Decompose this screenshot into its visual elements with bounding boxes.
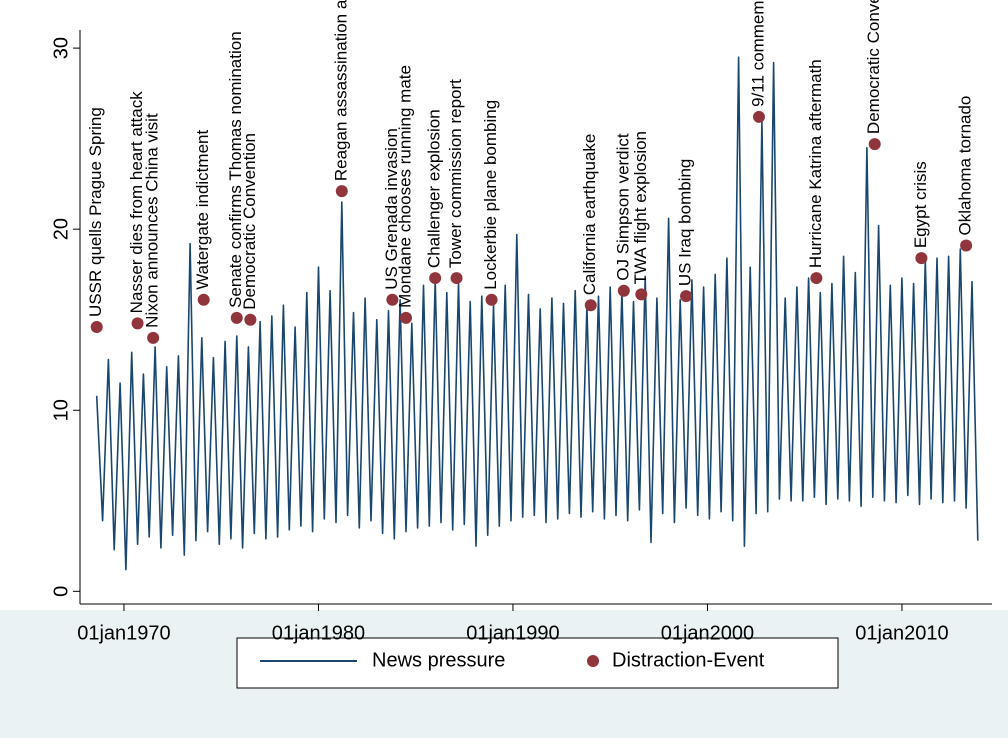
event-label: Senate confirms Thomas nomination	[226, 31, 245, 308]
event-dot	[485, 293, 498, 306]
event-dot	[617, 284, 630, 297]
event-dot	[915, 252, 928, 265]
x-tick-label: 01jan1980	[272, 622, 365, 644]
event-dot	[960, 239, 973, 252]
event-label: TWA flight explosion	[631, 131, 650, 284]
series-line	[95, 56, 979, 571]
event-dot	[429, 272, 442, 285]
event-dot	[386, 293, 399, 306]
event-dot	[131, 317, 144, 330]
y-tick-label: 10	[50, 399, 72, 421]
event-label: OJ Simpson verdict	[613, 133, 632, 281]
event-label: Mondane chooses running mate	[395, 65, 414, 308]
event-label: California earthquake	[580, 134, 599, 296]
x-tick-label: 01jan1970	[77, 622, 170, 644]
y-tick-label: 0	[50, 586, 72, 597]
event-label: Democratic Convention	[240, 133, 259, 310]
event-dot	[810, 272, 823, 285]
event-dot	[147, 331, 160, 344]
event-label: USSR quells Prague Spring	[86, 107, 105, 317]
event-label: Tower commission report	[446, 79, 465, 268]
y-tick-label: 20	[50, 218, 72, 240]
event-dot	[399, 311, 412, 324]
event-dot	[230, 311, 243, 324]
event-label: Democratic Convention	[864, 0, 883, 134]
event-dot	[197, 293, 210, 306]
event-label: 9/11 commemoration	[748, 0, 767, 107]
event-label: Nixon announces China visit	[143, 113, 162, 328]
legend	[236, 637, 839, 689]
event-dot	[90, 320, 103, 333]
x-tick-label: 01jan2000	[661, 622, 754, 644]
event-dot	[450, 272, 463, 285]
x-tick-label: 01jan2010	[855, 622, 948, 644]
event-dot	[680, 290, 693, 303]
event-label: Egypt crisis	[911, 161, 930, 248]
event-label: Oklahoma tornado	[956, 96, 975, 236]
event-dot	[635, 288, 648, 301]
event-label: Watergate indictment	[193, 130, 212, 290]
event-dot	[752, 110, 765, 123]
event-label: US Iraq bombing	[676, 159, 695, 287]
legend-swatch	[587, 655, 599, 667]
event-dot	[868, 138, 881, 151]
event-dot	[335, 185, 348, 198]
event-label: Nasser dies from heart attack	[127, 91, 146, 314]
event-dot	[244, 313, 257, 326]
event-dot	[584, 299, 597, 312]
event-label: Lockerbie plane bombing	[481, 100, 500, 290]
legend-label: News pressure	[372, 649, 505, 671]
legend-label: Distraction-Event	[612, 649, 765, 671]
x-tick-label: 01jan1990	[466, 622, 559, 644]
y-tick-label: 30	[50, 37, 72, 59]
event-label: Challenger explosion	[425, 109, 444, 268]
event-label: US Grenada invasion	[382, 128, 401, 290]
event-label: Hurricane Katrina aftermath	[806, 59, 825, 268]
event-label: Reagan assassination attempt	[331, 0, 350, 181]
